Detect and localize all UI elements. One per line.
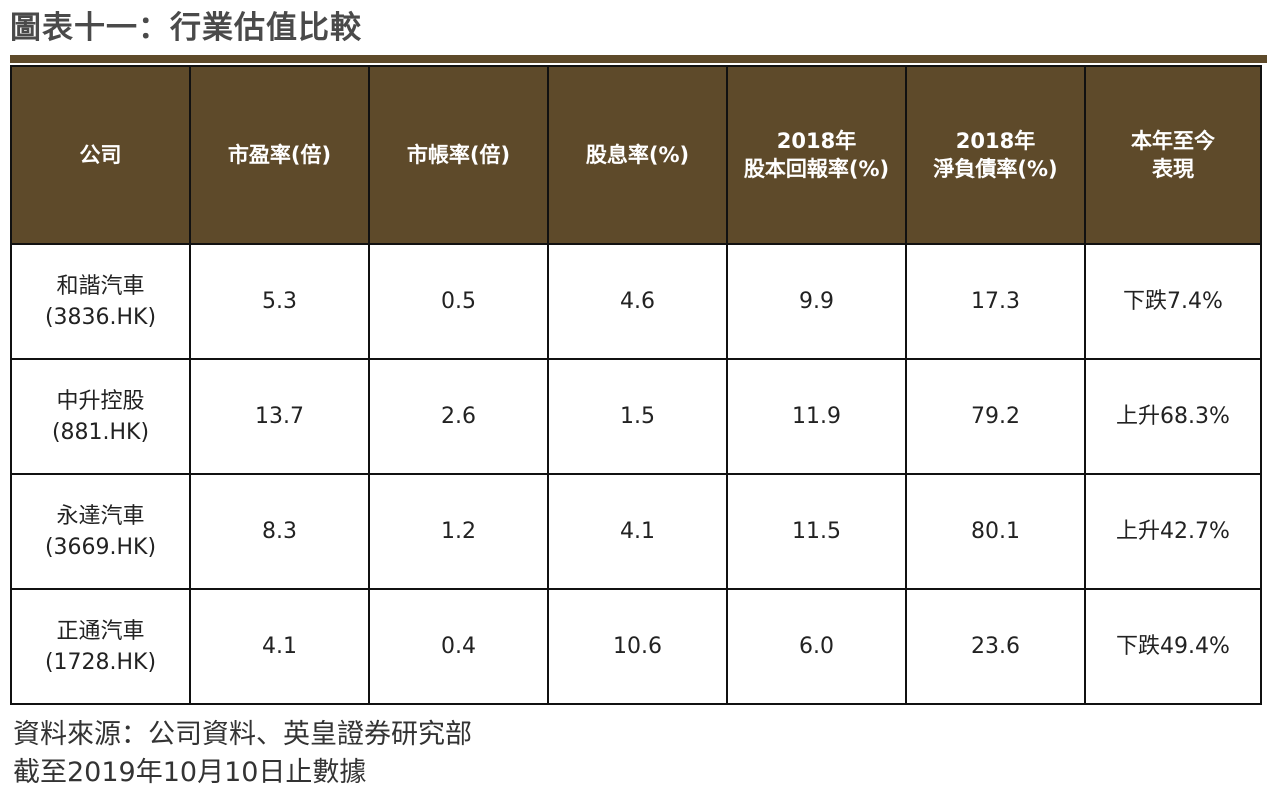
company-code: (1728.HK) bbox=[44, 649, 157, 675]
company-name: 正通汽車 bbox=[56, 618, 145, 644]
cell-company: 永達汽車 (3669.HK) bbox=[10, 473, 191, 590]
company-name: 中升控股 bbox=[56, 388, 145, 414]
header-gearing-label: 淨負債率(%) bbox=[933, 157, 1058, 181]
header-ytd-line1: 本年至今 bbox=[1131, 129, 1215, 153]
header-dividend: 股息率(%) bbox=[547, 65, 728, 245]
cell-pe: 5.3 bbox=[189, 243, 370, 360]
header-ytd-line2: 表現 bbox=[1152, 157, 1194, 181]
cell-pb: 0.4 bbox=[368, 588, 549, 705]
cell-pe: 8.3 bbox=[189, 473, 370, 590]
header-roe-label: 股本回報率(%) bbox=[743, 157, 890, 181]
cell-gearing: 23.6 bbox=[905, 588, 1086, 705]
cell-pe: 4.1 bbox=[189, 588, 370, 705]
company-name: 永達汽車 bbox=[56, 503, 145, 529]
table-row: 和諧汽車 (3836.HK) 5.3 0.5 4.6 9.9 17.3 下跌7.… bbox=[10, 243, 1262, 360]
cell-gearing: 17.3 bbox=[905, 243, 1086, 360]
cell-pb: 2.6 bbox=[368, 358, 549, 475]
footer-notes: 資料來源：公司資料、英皇證券研究部 截至2019年10月10日止數據 bbox=[13, 716, 472, 792]
valuation-table: 公司 市盈率(倍) 市帳率(倍) 股息率(%) 2018年 股本回報率(%) 2… bbox=[10, 65, 1262, 705]
header-gearing: 2018年 淨負債率(%) bbox=[905, 65, 1086, 245]
cell-ytd: 上升68.3% bbox=[1084, 358, 1262, 475]
header-pb: 市帳率(倍) bbox=[368, 65, 549, 245]
header-ytd: 本年至今 表現 bbox=[1084, 65, 1262, 245]
cell-roe: 6.0 bbox=[726, 588, 907, 705]
cell-ytd: 下跌7.4% bbox=[1084, 243, 1262, 360]
table-row: 中升控股 (881.HK) 13.7 2.6 1.5 11.9 79.2 上升6… bbox=[10, 358, 1262, 475]
table-header-row: 公司 市盈率(倍) 市帳率(倍) 股息率(%) 2018年 股本回報率(%) 2… bbox=[10, 65, 1262, 245]
cell-roe: 11.5 bbox=[726, 473, 907, 590]
as-of-note: 截至2019年10月10日止數據 bbox=[13, 757, 367, 788]
company-code: (3669.HK) bbox=[44, 534, 157, 560]
cell-pb: 1.2 bbox=[368, 473, 549, 590]
cell-roe: 11.9 bbox=[726, 358, 907, 475]
company-name: 和諧汽車 bbox=[56, 273, 145, 299]
cell-roe: 9.9 bbox=[726, 243, 907, 360]
company-code: (881.HK) bbox=[51, 419, 150, 445]
cell-company: 中升控股 (881.HK) bbox=[10, 358, 191, 475]
cell-dividend: 4.6 bbox=[547, 243, 728, 360]
cell-gearing: 79.2 bbox=[905, 358, 1086, 475]
cell-company: 和諧汽車 (3836.HK) bbox=[10, 243, 191, 360]
company-code: (3836.HK) bbox=[44, 304, 157, 330]
cell-dividend: 4.1 bbox=[547, 473, 728, 590]
cell-dividend: 1.5 bbox=[547, 358, 728, 475]
table-row: 永達汽車 (3669.HK) 8.3 1.2 4.1 11.5 80.1 上升4… bbox=[10, 473, 1262, 590]
source-note: 資料來源：公司資料、英皇證券研究部 bbox=[13, 719, 472, 750]
cell-company: 正通汽車 (1728.HK) bbox=[10, 588, 191, 705]
title-rule bbox=[10, 55, 1267, 63]
cell-ytd: 上升42.7% bbox=[1084, 473, 1262, 590]
header-roe-year: 2018年 bbox=[776, 129, 857, 153]
cell-pe: 13.7 bbox=[189, 358, 370, 475]
cell-gearing: 80.1 bbox=[905, 473, 1086, 590]
cell-pb: 0.5 bbox=[368, 243, 549, 360]
cell-ytd: 下跌49.4% bbox=[1084, 588, 1262, 705]
header-pe: 市盈率(倍) bbox=[189, 65, 370, 245]
header-roe: 2018年 股本回報率(%) bbox=[726, 65, 907, 245]
table-row: 正通汽車 (1728.HK) 4.1 0.4 10.6 6.0 23.6 下跌4… bbox=[10, 588, 1262, 705]
page-title: 圖表十一：行業估值比較 bbox=[10, 10, 362, 46]
header-company: 公司 bbox=[10, 65, 191, 245]
cell-dividend: 10.6 bbox=[547, 588, 728, 705]
header-gearing-year: 2018年 bbox=[955, 129, 1036, 153]
